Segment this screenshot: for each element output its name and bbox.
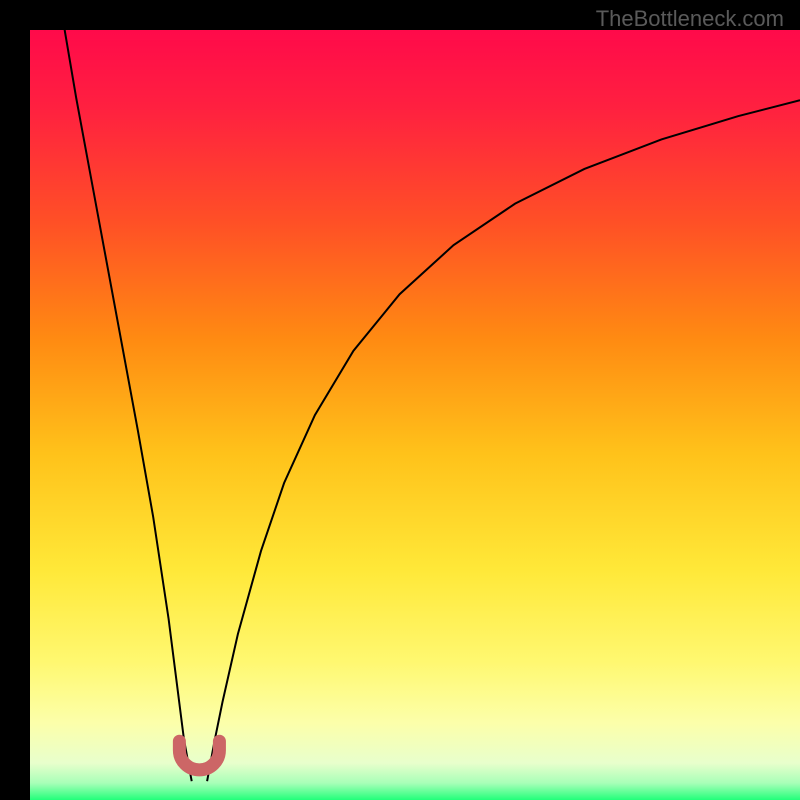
- plot-area: [30, 30, 800, 785]
- watermark-text: TheBottleneck.com: [596, 6, 784, 32]
- curve-right-branch: [207, 100, 800, 781]
- curve-left-branch: [65, 30, 192, 781]
- min-marker-u: [179, 741, 219, 770]
- plot-svg: [30, 30, 800, 785]
